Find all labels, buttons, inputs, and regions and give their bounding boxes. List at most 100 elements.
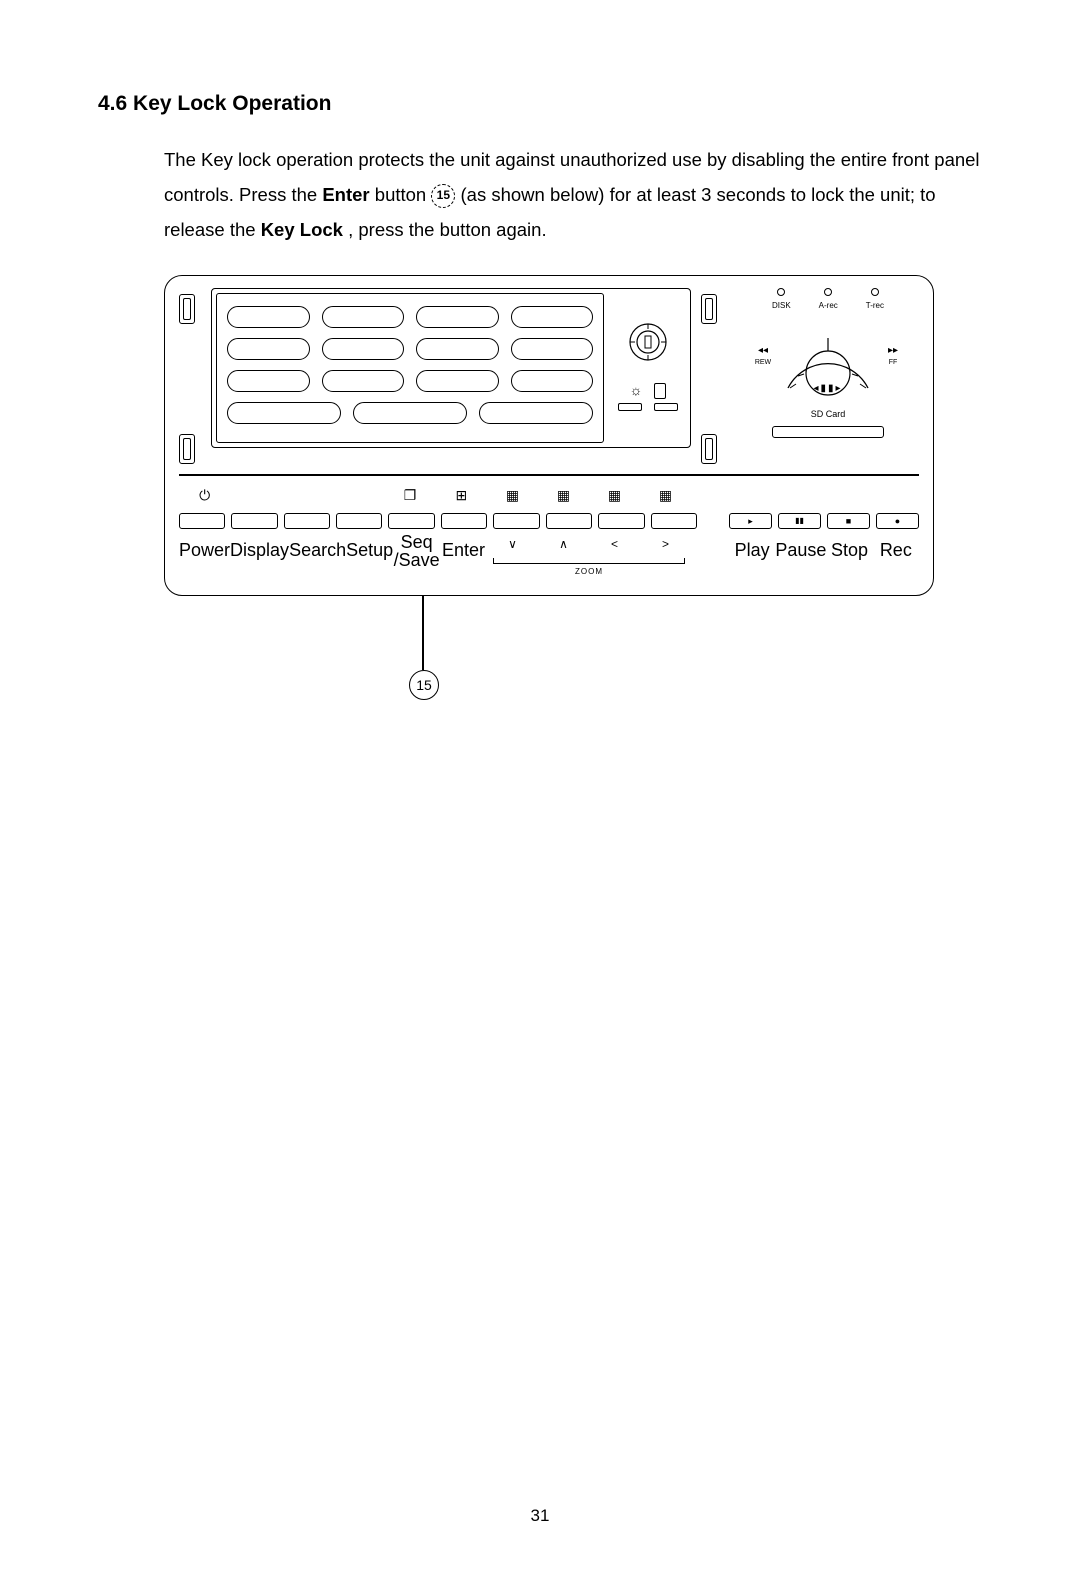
arrow-up-icon: ∧ (538, 533, 589, 556)
drive-bay-inner (216, 293, 604, 443)
ff-label: ▸▸ FF (882, 346, 904, 369)
hinge-icon (179, 294, 195, 324)
led-label: A-rec (819, 298, 838, 313)
device-diagram: ☼ DI (164, 275, 934, 700)
usb-icon (654, 383, 666, 399)
setup-label: Setup (346, 533, 393, 579)
jog-center-glyph: ◂▮▮▸ (813, 379, 842, 398)
frame-icon: ▦ (589, 482, 640, 509)
zoom-down-button[interactable] (493, 513, 540, 529)
drive-slot (227, 402, 341, 424)
drive-slot (227, 306, 310, 328)
drive-slot (416, 306, 499, 328)
section-title-text: Key Lock Operation (133, 92, 331, 115)
stop-label: Stop (826, 533, 872, 579)
ff-text: FF (889, 356, 898, 369)
frame-icon: ▦ (538, 482, 589, 509)
power-icon: ⏻ (179, 482, 230, 509)
drive-slot (322, 306, 405, 328)
right-hinge-column (701, 294, 719, 464)
drive-slot (353, 402, 467, 424)
arrow-down-icon: ∨ (487, 533, 538, 556)
body-paragraph: The Key lock operation protects the unit… (164, 142, 982, 247)
callout-line (422, 596, 424, 670)
hinge-icon (179, 434, 195, 464)
pause-label: Pause (775, 533, 826, 579)
zoom-right-button[interactable] (651, 513, 698, 529)
play-icon: ▸ (748, 516, 753, 526)
seq-save-label: Seq /Save (393, 533, 440, 579)
led-trec: T-rec (866, 288, 884, 313)
arrow-right-icon: > (640, 533, 691, 556)
button-label-row: Power Display Search Setup Seq /Save Ent… (179, 533, 919, 579)
power-label: Power (179, 533, 230, 579)
seq-save-button[interactable] (388, 513, 434, 529)
drive-slot (511, 370, 594, 392)
stop-button[interactable]: ■ (827, 513, 870, 529)
drive-slot (511, 338, 594, 360)
drive-slot (322, 338, 405, 360)
enter-button[interactable] (441, 513, 487, 529)
display-button[interactable] (231, 513, 277, 529)
arrow-left-icon: < (589, 533, 640, 556)
jog-dial-icon: ◂▮▮▸ (778, 318, 878, 398)
drive-bay: ☼ (211, 288, 691, 448)
stop-icon: ■ (846, 516, 851, 526)
search-label: Search (289, 533, 346, 579)
display-label: Display (230, 533, 289, 579)
enter-bold: Enter (322, 184, 369, 205)
copy-icon: ❐ (384, 482, 435, 509)
rec-label: Rec (873, 533, 919, 579)
drive-slot (511, 306, 594, 328)
drive-slot (479, 402, 593, 424)
frame-icon: ▦ (487, 482, 538, 509)
key-dial-icon (625, 319, 671, 365)
keylock-bold: Key Lock (261, 219, 343, 240)
frame-icon: ▦ (640, 482, 691, 509)
rewind-text: REW (755, 356, 771, 369)
device-outline: ☼ DI (164, 275, 934, 596)
bay-side-controls: ☼ (610, 293, 686, 453)
sd-card-label: SD Card (811, 406, 846, 423)
led-label: DISK (772, 298, 791, 313)
grid-icon: ⊞ (436, 482, 487, 509)
play-label: Play (729, 533, 775, 579)
zoom-label: ZOOM (487, 564, 691, 579)
section-heading: 4.6 Key Lock Operation (98, 84, 982, 124)
rewind-label: ◂◂ REW (752, 346, 774, 369)
drive-slot (227, 338, 310, 360)
callout-badge: 15 (409, 670, 439, 700)
zoom-left-button[interactable] (598, 513, 645, 529)
drive-slot (322, 370, 405, 392)
drive-slot (416, 370, 499, 392)
section-number: 4.6 (98, 92, 127, 115)
callout: 15 (164, 596, 934, 700)
led-disk: DISK (772, 288, 791, 313)
led-arec: A-rec (819, 288, 838, 313)
mini-button (654, 403, 678, 411)
rewind-icon: ◂◂ (758, 346, 768, 356)
drive-slot (416, 338, 499, 360)
zoom-up-button[interactable] (546, 513, 593, 529)
search-button[interactable] (284, 513, 330, 529)
pause-icon: ▮▮ (795, 516, 804, 525)
enter-label: Enter (440, 533, 487, 579)
mini-button (618, 403, 642, 411)
led-label: T-rec (866, 298, 884, 313)
para-text-2: button (375, 184, 432, 205)
brightness-icon: ☼ (630, 383, 643, 399)
left-hinge-column (179, 294, 197, 464)
page-number: 31 (98, 1500, 982, 1532)
pause-button[interactable]: ▮▮ (778, 513, 821, 529)
hinge-icon (701, 434, 717, 464)
jog-panel: DISK A-rec T-rec ◂◂ REW (737, 288, 919, 437)
para-text-4: , press the button again. (348, 219, 547, 240)
power-button[interactable] (179, 513, 225, 529)
ff-icon: ▸▸ (888, 346, 898, 356)
rec-icon: ● (895, 516, 900, 526)
callout-badge-inline: 15 (431, 184, 455, 208)
button-row: ▸ ▮▮ ■ ● (179, 513, 919, 529)
rec-button[interactable]: ● (876, 513, 919, 529)
play-button[interactable]: ▸ (729, 513, 772, 529)
setup-button[interactable] (336, 513, 382, 529)
